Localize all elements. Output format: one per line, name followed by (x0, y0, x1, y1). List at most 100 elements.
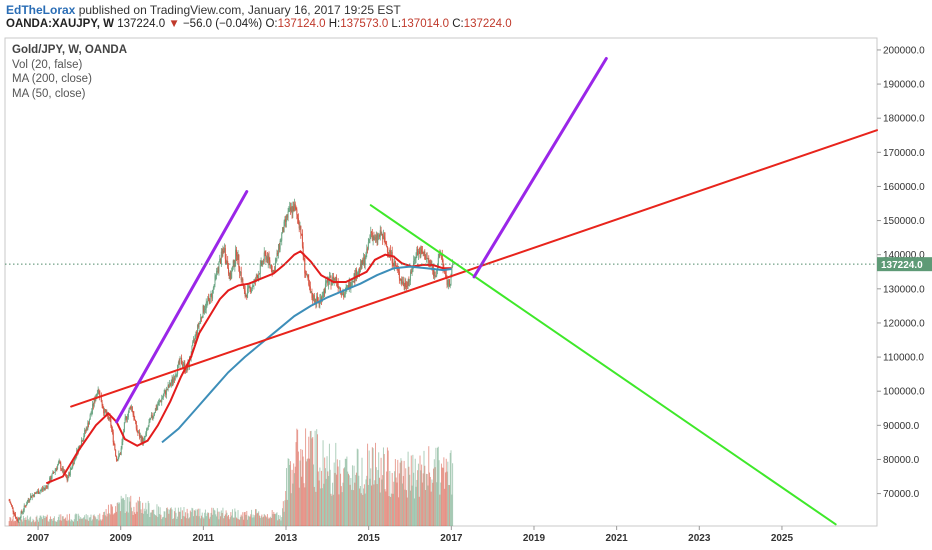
candle-body (104, 409, 106, 414)
volume-bar (363, 488, 365, 526)
volume-bar (200, 515, 202, 526)
candle-body (91, 410, 93, 414)
candle-body (227, 267, 229, 274)
volume-bar (118, 503, 120, 526)
candle-body (405, 282, 407, 287)
legend-item-ma50[interactable]: MA (50, close) (12, 87, 86, 100)
volume-bar (65, 520, 67, 526)
volume-bar (136, 511, 138, 526)
volume-bar (427, 485, 429, 526)
candle-body (109, 416, 111, 420)
candle-body (43, 487, 45, 489)
volume-bar (150, 512, 152, 526)
volume-bar (255, 509, 257, 526)
candle-body (305, 273, 307, 275)
volume-bar (204, 512, 206, 526)
candle-body (418, 251, 420, 252)
price-candles (8, 198, 454, 524)
legend-item-volume[interactable]: Vol (20, false) (12, 58, 83, 71)
y-tick-label: 100000.0 (883, 387, 925, 398)
candle-body (331, 281, 333, 286)
y-tick-label: 130000.0 (883, 284, 925, 295)
x-tick-label: 2025 (771, 533, 794, 544)
volume-bar (76, 521, 78, 526)
legend-item-ma200[interactable]: MA (200, close) (12, 73, 92, 86)
volume-bar (201, 512, 203, 526)
volume-bar (173, 511, 175, 526)
symbol-label[interactable]: OANDA:XAUJPY, W (6, 18, 114, 30)
volume-bar (50, 519, 52, 526)
high-value: 137573.0 (340, 18, 389, 30)
volume-bar (14, 520, 16, 526)
time-axis[interactable]: 2007 2009 2011 2013 2015 2017 2019 2021 2023 2025 (27, 526, 794, 544)
price-axis[interactable]: 70000.0 80000.0 90000.0 100000.0 110000.0 120… (877, 45, 925, 500)
volume-bar (222, 507, 224, 526)
candle-body (62, 467, 64, 474)
volume-bar (60, 514, 62, 526)
candle-body (316, 296, 318, 302)
candle-body (139, 435, 141, 438)
candle-body (104, 409, 106, 413)
candle-body (277, 253, 279, 254)
volume-bar (392, 493, 394, 526)
candle-body (239, 267, 241, 274)
volume-bar (326, 456, 328, 526)
candle-body (284, 219, 286, 222)
candle-body (182, 365, 184, 367)
candle-body (134, 419, 136, 421)
author-name[interactable]: EdTheLorax (6, 3, 76, 17)
candle-body (181, 357, 183, 365)
candle-body (44, 487, 46, 489)
y-tick-label: 170000.0 (883, 148, 925, 159)
candle-body (26, 501, 28, 505)
volume-bar (142, 513, 144, 526)
candle-body (140, 435, 142, 442)
candle-body (154, 408, 156, 413)
indicator-legend: Gold/JPY, W, OANDA Vol (20, false) MA (2… (12, 43, 127, 101)
volume-bar (266, 517, 268, 526)
candle-body (157, 405, 159, 407)
candle-body (16, 517, 18, 521)
volume-bar (144, 511, 146, 526)
volume-bar (46, 514, 48, 526)
volume-bar (26, 519, 28, 526)
candle-body (399, 278, 401, 281)
candle-body (271, 270, 273, 273)
candle-body (355, 269, 357, 279)
candle-body (40, 489, 42, 491)
candle-body (344, 294, 346, 298)
candle-body (257, 276, 259, 279)
volume-bar (319, 467, 321, 526)
candle-body (278, 244, 280, 250)
candle-body (69, 468, 71, 476)
candle-body (388, 252, 390, 254)
candle-body (54, 469, 56, 473)
open-value: 137124.0 (277, 18, 326, 30)
volume-bar (371, 485, 373, 526)
volume-bar (263, 513, 265, 526)
candle-body (358, 268, 360, 273)
volume-bar (402, 483, 404, 526)
candle-body (248, 285, 250, 287)
candle-body (292, 206, 294, 214)
candle-body (334, 278, 336, 280)
candle-body (288, 208, 290, 212)
candle-body (335, 277, 337, 280)
candle-body (421, 249, 423, 252)
candle-body (279, 240, 281, 250)
trendline-downtrend (369, 204, 837, 526)
volume-bar (17, 520, 19, 526)
candle-body (261, 261, 263, 265)
candle-body (58, 461, 60, 463)
volume-bar (339, 460, 341, 526)
ma50-line (45, 250, 452, 485)
legend-title[interactable]: Gold/JPY, W, OANDA (12, 44, 128, 56)
volume-bar (96, 519, 98, 526)
candle-body (295, 207, 297, 210)
volume-bar (221, 512, 223, 526)
candle-body (27, 500, 29, 502)
volume-bar (374, 480, 376, 526)
candle-body (380, 230, 382, 235)
candle-body (282, 227, 284, 233)
